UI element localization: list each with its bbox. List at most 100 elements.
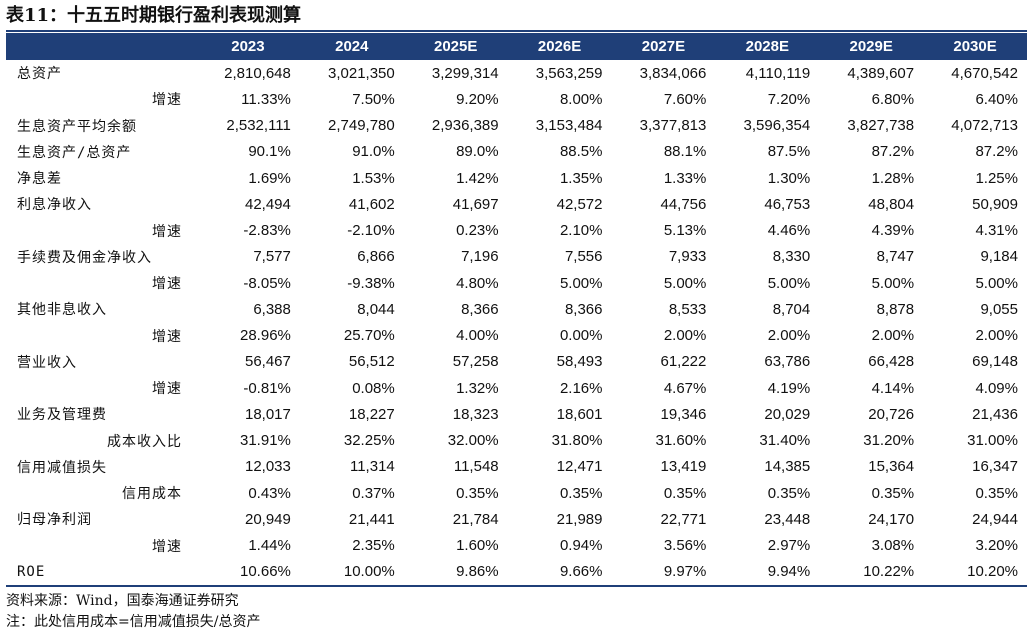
cell-value: 9,055 [980,300,1018,318]
cell-value: 0.43% [248,484,291,502]
cell-value: 32.00% [447,432,499,450]
cell-value: 2.16% [559,379,603,397]
cell-value: 2.00% [871,327,915,345]
cell-value: 21,989 [556,510,603,528]
cell-value: 20,726 [868,405,915,423]
cell-value: 88.1% [663,143,707,161]
cell-value: 44,756 [660,195,707,213]
cell-value: 8,878 [876,300,915,318]
cell-value: 32.25% [343,432,395,450]
year-header: 2027E [611,33,716,60]
table-row: 业务及管理费 18,017 18,227 18,323 18,601 19,346 20,0… [6,401,1027,427]
cell-value: 24,170 [868,510,915,528]
cell-value: 31.80% [551,432,603,450]
source-note: 资料来源：Wind，国泰海通证券研究 [6,593,239,609]
cell-value: 3,299,314 [431,64,499,82]
year-header: 2025E [403,33,508,60]
cell-value: 11,548 [453,458,499,476]
cell-value: 13,419 [660,458,707,476]
cell-value: 69,148 [972,353,1018,371]
header-corner [6,33,196,60]
cell-value: 89.0% [456,143,499,161]
cell-value: 1.53% [352,169,395,187]
cell-value: 0.08% [352,379,395,397]
cell-value: 0.35% [456,484,499,502]
table-row: 净息差 1.69% 1.53% 1.42% 1.35% 1.33% 1.30% 1.28% 1.… [6,165,1027,191]
row-label: 增速 [152,92,182,109]
cell-value: 1.33% [663,169,707,187]
cell-value: 4.19% [767,379,811,397]
cell-value: 22,771 [660,510,707,528]
cell-value: 2,749,780 [328,117,395,135]
cell-value: 3.08% [871,537,915,555]
cell-value: 18,601 [556,405,603,423]
cell-value: 4.80% [456,274,499,292]
cell-value: 1.42% [456,169,499,187]
cell-value: 1.25% [975,169,1018,187]
cell-value: 3,827,738 [847,117,915,135]
cell-value: 12,033 [244,458,291,476]
row-label: 营业收入 [17,354,77,371]
cell-value: 2,936,389 [431,117,499,135]
cell-value: 7,556 [564,248,603,266]
cell-value: 3,563,259 [535,64,603,82]
cell-value: 0.35% [871,484,915,502]
cell-value: 0.37% [352,484,395,502]
cell-value: 3,834,066 [639,64,707,82]
table-row: 信用减值损失 12,033 11,314 11,548 12,471 13,419 14,3… [6,454,1027,480]
cell-value: 4,110,119 [745,64,811,82]
cell-value: 11.33% [241,90,291,108]
cell-value: 1.44% [248,537,291,555]
cell-value: 4.46% [767,222,811,240]
cell-value: 4.31% [975,222,1018,240]
year-header: 2023 [196,33,300,60]
cell-value: 2,810,648 [224,64,291,82]
cell-value: 14,385 [764,458,811,476]
cell-value: 0.35% [767,484,811,502]
table-row: 生息资产平均余额 2,532,111 2,749,780 2,936,389 3,153… [6,113,1027,139]
cell-value: 5.00% [871,274,915,292]
year-header: 2029E [819,33,924,60]
row-label: 生息资产平均余额 [17,118,137,135]
cell-value: 18,227 [348,405,395,423]
table-row: 增速 -0.81% 0.08% 1.32% 2.16% 4.67% 4.19% 4.14% 4.… [6,375,1027,401]
cell-value: 3.56% [663,537,707,555]
row-label: 净息差 [17,171,62,188]
table-row: 利息净收入 42,494 41,602 41,697 42,572 44,756 46,75… [6,191,1027,217]
cell-value: 6.40% [975,90,1018,108]
header-row: 2023 2024 2025E 2026E 2027E 2028E 2029E … [6,33,1027,60]
row-label: 总资产 [17,66,62,83]
cell-value: 10.66% [196,558,300,588]
cell-value: 8,704 [772,300,811,318]
table-title: 表11：十五五时期银行盈利表现测算 [6,5,302,26]
cell-value: 7,196 [461,248,499,266]
cell-value: 0.23% [456,222,499,240]
cell-value: 8,330 [772,248,811,266]
cell-value: 42,572 [556,195,603,213]
row-label: 信用成本 [122,486,182,503]
table-row: 信用成本 0.43% 0.37% 0.35% 0.35% 0.35% 0.35% 0.35% 0… [6,480,1027,506]
cell-value: 0.35% [975,484,1018,502]
row-label: 信用减值损失 [17,459,107,476]
cell-value: 91.0% [352,143,395,161]
cell-value: 8,747 [876,248,915,266]
cell-value: 7,577 [253,248,291,266]
cell-value: 1.69% [248,169,291,187]
cell-value: 57,258 [452,353,499,371]
cell-value: 87.2% [975,143,1018,161]
cell-value: -8.05% [243,274,291,292]
cell-value: 8,366 [564,300,603,318]
cell-value: 3,153,484 [535,117,603,135]
cell-value: 8,044 [357,300,395,318]
row-label: 增速 [152,538,182,555]
cell-value: 6.80% [871,90,915,108]
cell-value: 9,184 [980,248,1018,266]
cell-value: 6,866 [357,248,395,266]
cell-value: 9.94% [715,558,820,588]
row-label: 其他非息收入 [17,302,107,319]
cell-value: 0.35% [663,484,707,502]
cell-value: 42,494 [244,195,291,213]
cell-value: 5.00% [559,274,603,292]
table-row: 增速 28.96% 25.70% 4.00% 0.00% 2.00% 2.00% 2.00% 2… [6,323,1027,349]
row-label: 利息净收入 [17,197,92,214]
